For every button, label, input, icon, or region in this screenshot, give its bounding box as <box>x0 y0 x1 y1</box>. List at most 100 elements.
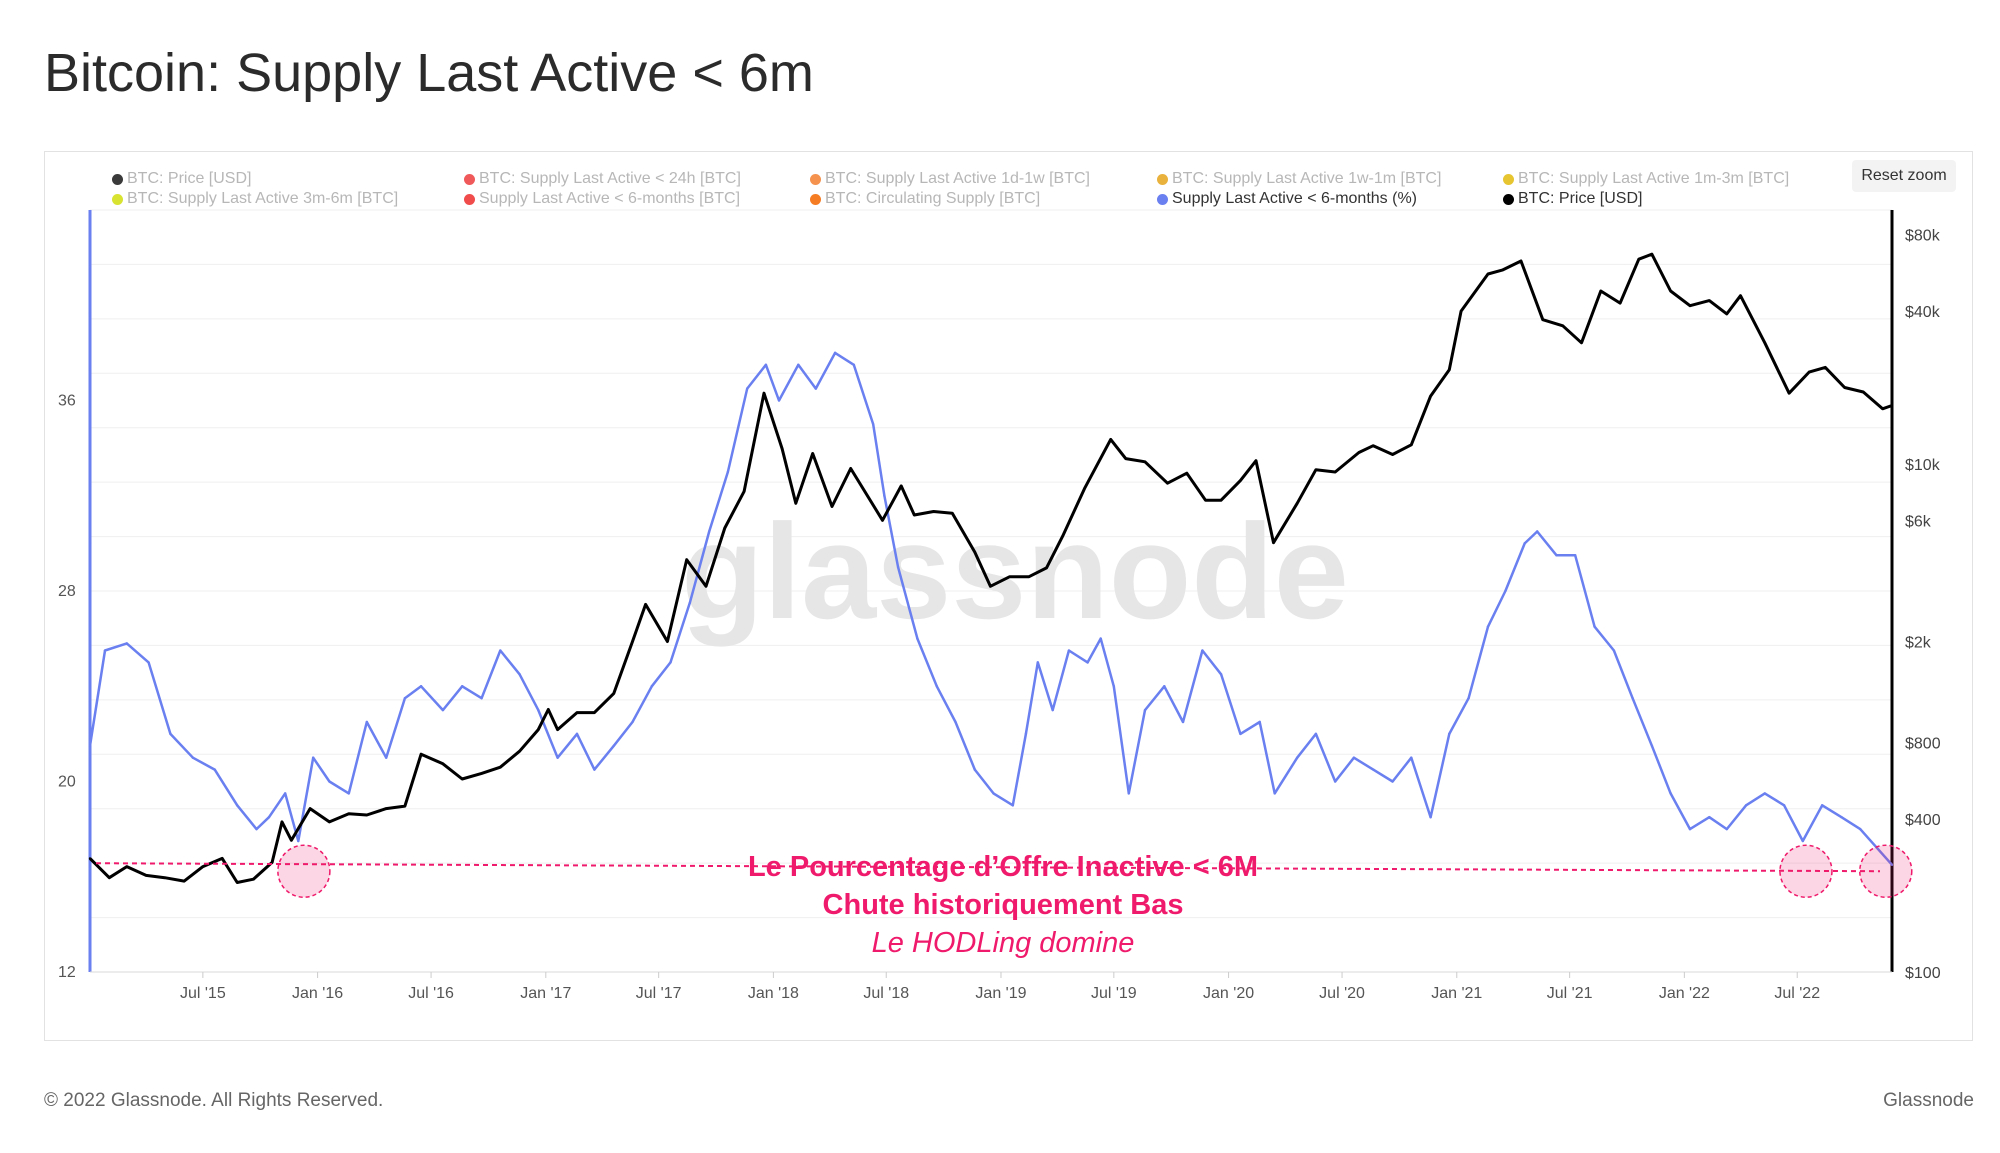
data-point <box>419 685 423 688</box>
legend-item[interactable]: BTC: Supply Last Active 1m-3m [BTC] <box>1503 170 1789 188</box>
legend-marker <box>1157 173 1168 185</box>
legend-marker <box>464 173 475 185</box>
data-point <box>297 839 300 843</box>
data-point <box>1314 732 1318 736</box>
legend-marker <box>810 193 821 205</box>
y-right-tick-label: $10k <box>1905 457 1941 474</box>
data-point <box>403 696 407 700</box>
data-point <box>1410 443 1413 447</box>
data-point <box>328 780 331 783</box>
data-point <box>1580 341 1583 345</box>
reset-zoom-button[interactable]: Reset zoom <box>1852 160 1956 192</box>
data-point <box>1112 685 1116 688</box>
data-point <box>1708 816 1711 819</box>
y-left-tick-label: 12 <box>58 964 76 981</box>
watermark: glassnode <box>681 496 1349 647</box>
data-point <box>441 708 445 712</box>
data-point <box>384 756 388 759</box>
data-point <box>537 708 540 712</box>
data-point <box>1881 407 1884 410</box>
data-point <box>1295 502 1299 505</box>
legend-label: Supply Last Active < 6-months (%) <box>1172 190 1417 207</box>
x-tick-label: Jan '20 <box>1203 985 1254 1002</box>
y-left-tick-label: 28 <box>58 583 76 600</box>
data-point <box>1357 451 1361 454</box>
footer-brand: Glassnode <box>1883 1090 1974 1111</box>
data-point <box>125 865 128 868</box>
x-tick-label: Jan '21 <box>1431 985 1482 1002</box>
data-point <box>593 768 596 771</box>
data-point <box>556 728 559 731</box>
data-point <box>631 720 634 724</box>
data-point <box>1099 637 1102 640</box>
data-point <box>669 661 672 664</box>
threshold-line <box>95 862 1881 873</box>
highlight-circle <box>277 844 331 898</box>
data-point <box>935 685 938 688</box>
data-point <box>1890 863 1894 867</box>
legend-item[interactable]: BTC: Circulating Supply [BTC] <box>810 190 1040 208</box>
legend-item[interactable]: Supply Last Active < 6-months [BTC] <box>464 190 740 208</box>
data-point <box>849 467 852 470</box>
data-point <box>365 813 369 817</box>
data-point <box>951 512 954 515</box>
data-point <box>852 363 856 366</box>
data-point <box>1083 487 1086 490</box>
data-point <box>403 804 407 808</box>
data-point <box>1448 368 1451 371</box>
annotation-line-3: Le HODLing domine <box>872 927 1135 959</box>
data-point <box>1631 696 1634 700</box>
highlight-circle <box>1779 844 1833 898</box>
data-point <box>347 792 350 795</box>
data-point <box>1127 792 1131 795</box>
legend-marker <box>1503 173 1514 185</box>
data-point <box>1011 804 1015 807</box>
x-tick-label: Jan '22 <box>1659 985 1710 1002</box>
data-point <box>537 728 540 731</box>
data-point <box>1725 312 1728 316</box>
data-point <box>235 881 239 884</box>
data-point <box>1045 566 1048 570</box>
data-point <box>1352 756 1356 759</box>
data-point <box>220 857 224 860</box>
legend-item[interactable]: BTC: Supply Last Active 1d-1w [BTC] <box>810 170 1090 188</box>
data-point <box>1744 804 1748 807</box>
data-point <box>575 732 579 736</box>
legend-item[interactable]: BTC: Supply Last Active < 24h [BTC] <box>464 170 741 188</box>
data-point <box>723 526 726 530</box>
data-point <box>1574 554 1577 557</box>
data-point <box>1372 444 1375 447</box>
data-point <box>1124 457 1127 460</box>
data-point <box>883 494 886 497</box>
legend-label: BTC: Supply Last Active < 24h [BTC] <box>479 170 741 187</box>
annotation-line-2: Chute historiquement Bas <box>823 889 1184 921</box>
data-point <box>182 879 186 883</box>
data-point <box>1036 661 1039 664</box>
data-point <box>1143 460 1147 464</box>
data-point <box>1024 732 1028 736</box>
data-point <box>1787 391 1791 395</box>
data-point <box>419 753 423 756</box>
data-point <box>1391 780 1394 783</box>
data-point <box>612 744 615 747</box>
legend-item[interactable]: BTC: Price [USD] <box>1503 190 1642 208</box>
data-point <box>833 351 837 355</box>
data-point <box>1410 756 1413 759</box>
legend-label: BTC: Supply Last Active 3m-6m [BTC] <box>127 190 399 207</box>
legend-item[interactable]: BTC: Supply Last Active 3m-6m [BTC] <box>112 190 398 208</box>
data-point <box>280 820 284 824</box>
data-point <box>1541 318 1545 321</box>
data-point <box>1239 479 1242 482</box>
x-tick-label: Jul '17 <box>636 985 682 1002</box>
legend-label: Supply Last Active < 6-months [BTC] <box>479 190 741 207</box>
legend-item[interactable]: BTC: Price [USD] <box>112 170 251 188</box>
legend-item[interactable]: Supply Last Active < 6-months (%) <box>1157 190 1417 208</box>
legend-item[interactable]: BTC: Supply Last Active 1w-1m [BTC] <box>1157 170 1441 188</box>
data-point <box>147 661 150 664</box>
data-point <box>726 470 730 474</box>
data-point <box>1688 827 1692 831</box>
data-point <box>644 603 647 606</box>
data-point <box>612 692 615 695</box>
data-point <box>685 558 688 561</box>
x-tick-label: Jul '21 <box>1547 985 1593 1002</box>
